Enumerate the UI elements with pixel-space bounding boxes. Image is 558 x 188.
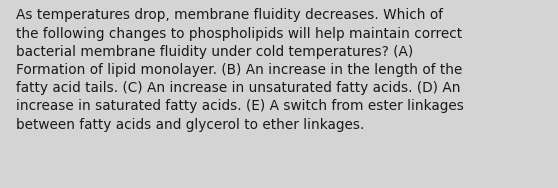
Text: As temperatures drop, membrane fluidity decreases. Which of
the following change: As temperatures drop, membrane fluidity … bbox=[16, 8, 464, 132]
